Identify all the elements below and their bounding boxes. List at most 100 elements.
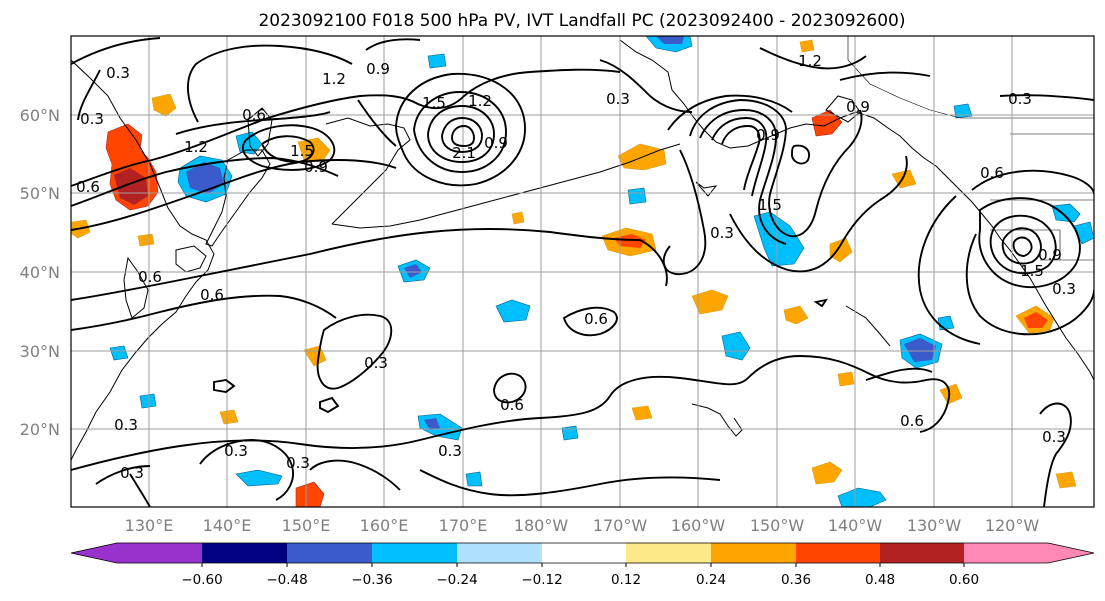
lon-label: 150°W	[750, 516, 805, 535]
colorbar-outline	[70, 542, 1095, 564]
lon-label: 150°E	[282, 516, 331, 535]
lon-label: 180°W	[514, 516, 569, 535]
plot-title: 2023092100 F018 500 hPa PV, IVT Landfall…	[258, 11, 905, 31]
lon-label: 170°W	[593, 516, 648, 535]
colorbar: −0.60 −0.48 −0.36 −0.24 −0.12 0.12 0.24 …	[70, 542, 1095, 588]
shade-area	[109, 345, 129, 361]
shade-area	[837, 371, 855, 387]
contour-label: 1.2	[184, 138, 208, 156]
shade-area	[561, 425, 579, 441]
contour-label: 0.3	[1052, 280, 1076, 298]
contour-label: 0.6	[900, 412, 924, 430]
shade-area	[799, 39, 815, 53]
contour-label: 1.5	[290, 142, 314, 160]
lon-label: 130°W	[907, 516, 962, 535]
shade-area	[691, 289, 729, 315]
colorbar-segment	[372, 543, 457, 563]
contour-label: 0.6	[76, 178, 100, 196]
contour-label: 0.6	[138, 268, 162, 286]
colorbar-segment	[626, 543, 711, 563]
shade-area	[427, 53, 447, 69]
map-frame	[70, 35, 1095, 508]
colorbar-segment	[796, 543, 880, 563]
colorbar-under-extend	[71, 543, 117, 563]
contour-label: 1.5	[1020, 262, 1044, 280]
shade-area	[295, 481, 325, 507]
shade-area	[631, 405, 653, 421]
colorbar-tick-label: 0.60	[949, 572, 979, 588]
shade-area	[1051, 203, 1081, 223]
colorbar-tick-label: −0.60	[181, 572, 222, 588]
lon-label: 160°E	[360, 516, 409, 535]
shade-area	[656, 36, 684, 44]
shade-area	[1055, 471, 1077, 489]
latitude-labels: 60°N 50°N 40°N 30°N 20°N	[20, 106, 60, 439]
lat-label: 40°N	[20, 263, 60, 282]
colorbar-segment	[117, 543, 202, 563]
shade-area	[939, 383, 963, 405]
lat-label: 30°N	[20, 342, 60, 361]
contour-label: 0.6	[980, 164, 1004, 182]
colorbar-segment	[287, 543, 372, 563]
contour-label: 0.9	[1038, 246, 1062, 264]
colorbar-tick-label: 0.24	[696, 572, 726, 588]
colorbar-segment	[880, 543, 964, 563]
shade-area	[219, 409, 239, 425]
shade-area	[511, 211, 525, 225]
colorbar-tick-label: 0.36	[781, 572, 811, 588]
lat-label: 60°N	[20, 106, 60, 125]
contour-label: 1.2	[468, 92, 492, 110]
colorbar-tick-label: −0.12	[521, 572, 562, 588]
shade-area	[837, 487, 887, 507]
shade-area	[495, 299, 531, 323]
shade-area	[137, 233, 155, 247]
shade-area	[904, 338, 936, 362]
contour-label: 0.6	[200, 286, 224, 304]
contour-label: 0.3	[80, 110, 104, 128]
contour-label: 1.5	[422, 94, 446, 112]
lat-label: 50°N	[20, 184, 60, 203]
lon-label: 170°E	[439, 516, 488, 535]
colorbar-segment	[964, 543, 1048, 563]
shade-area	[1024, 312, 1048, 328]
shade-area	[235, 469, 283, 487]
colorbar-segment	[457, 543, 542, 563]
shade-area	[811, 461, 843, 485]
colorbar-segment	[711, 543, 796, 563]
lon-label: 160°W	[671, 516, 726, 535]
shade-area	[404, 264, 422, 278]
contour-label: 0.3	[710, 224, 734, 242]
shade-area	[139, 393, 157, 409]
contour-label: 0.6	[242, 106, 266, 124]
contour-label: 0.3	[286, 454, 310, 472]
map-panel: 0.3 0.3 0.6 1.2 0.6 1.2 0.9 1.5 1.2 1.5 …	[70, 35, 1095, 508]
lat-label: 20°N	[20, 420, 60, 439]
longitude-labels: 130°E 140°E 150°E 160°E 170°E 180°W 170°…	[125, 516, 1040, 535]
lon-label: 140°E	[203, 516, 252, 535]
contour-label: 0.3	[364, 354, 388, 372]
shade-area	[891, 169, 917, 189]
coastlines	[71, 39, 1094, 461]
contour-label: 0.3	[1042, 428, 1066, 446]
shade-area	[424, 418, 440, 430]
shade-area	[811, 109, 843, 137]
colorbar-ticks	[201, 563, 965, 567]
shade-area	[114, 168, 148, 205]
contour-label: 0.9	[846, 98, 870, 116]
pv-contours	[71, 37, 1094, 507]
contour-label: 0.3	[1008, 90, 1032, 108]
contour-label: 0.3	[606, 90, 630, 108]
colorbar-segment	[202, 543, 287, 563]
colorbar-over-extend	[1048, 543, 1094, 563]
lon-label: 140°W	[828, 516, 883, 535]
contour-label: 1.2	[798, 52, 822, 70]
shade-area	[627, 187, 647, 205]
contour-label: 0.9	[366, 60, 390, 78]
contour-label: 0.6	[584, 310, 608, 328]
contour-label: 0.9	[304, 158, 328, 176]
ivt-shading	[71, 36, 1094, 507]
shade-area	[465, 471, 483, 487]
colorbar-tick-label: −0.36	[351, 572, 392, 588]
colorbar-tick-label: 0.12	[611, 572, 641, 588]
